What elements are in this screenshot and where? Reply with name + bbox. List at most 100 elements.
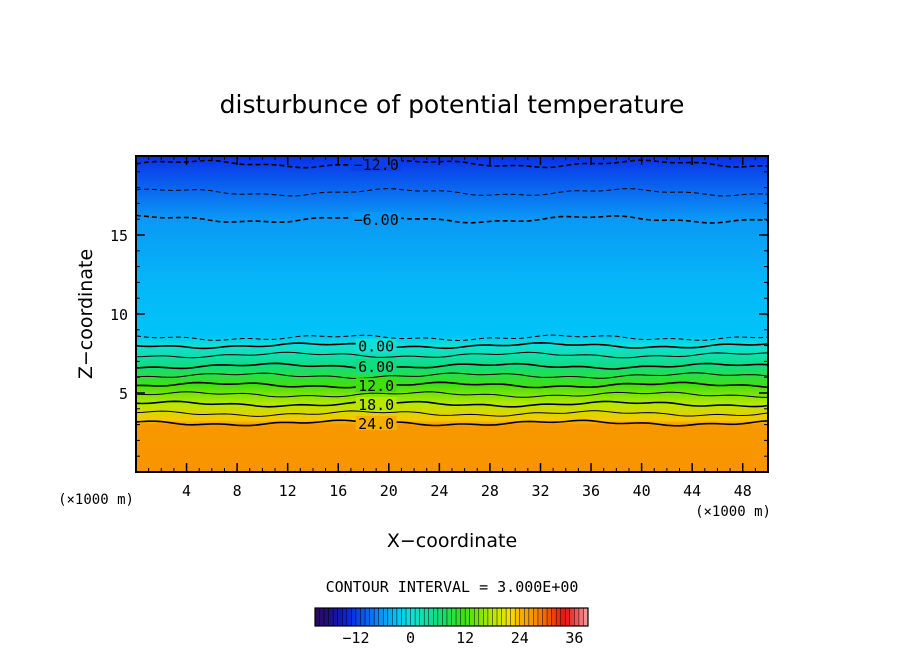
colorbar-cell — [556, 608, 562, 626]
colorbar-cell — [474, 608, 480, 626]
x-tick-label: 48 — [734, 482, 752, 500]
colorbar-cell — [406, 608, 411, 626]
colorbar-frame — [314, 607, 589, 627]
colorbar-cell — [506, 608, 512, 626]
colorbar-cell — [369, 608, 375, 626]
colorbar-cell — [456, 608, 461, 626]
colorbar-cell — [542, 608, 548, 626]
colorbar-cell — [328, 608, 334, 626]
contour-label-bg — [351, 212, 402, 227]
contour-label: −12.0 — [354, 156, 399, 174]
colorbar-cell — [360, 608, 366, 626]
colorbar-cell — [528, 608, 534, 626]
contour-line — [136, 351, 768, 359]
colorbar-cell — [537, 608, 543, 626]
colorbar-tick-label: 12 — [456, 629, 474, 647]
y-tick-label: 5 — [119, 385, 128, 403]
contour-interval-text: CONTOUR INTERVAL = 3.000E+00 — [326, 578, 579, 596]
colorbar-cell — [433, 608, 439, 626]
colorbar-cell — [333, 608, 339, 626]
contour-line — [136, 334, 768, 342]
x-tick-label: 32 — [531, 482, 549, 500]
colorbar-cell — [342, 608, 348, 626]
colorbar-cell — [547, 608, 552, 626]
x-tick-label: 8 — [233, 482, 242, 500]
colorbar-cell — [478, 608, 484, 626]
colorbar-cell — [469, 608, 475, 626]
colorbar-cell — [419, 608, 425, 626]
colorbar-cell — [501, 608, 507, 626]
x-tick-label: 44 — [683, 482, 701, 500]
colorbar-cell — [492, 608, 498, 626]
colorbar-cell — [560, 608, 566, 626]
colorbar-cell — [565, 608, 571, 626]
colorbar-cell — [410, 608, 416, 626]
contour-line — [136, 188, 768, 197]
colorbar-cell — [460, 608, 466, 626]
contour-line — [136, 159, 768, 169]
y-tick-label: 10 — [110, 306, 128, 324]
colorbar-cell — [510, 608, 516, 626]
contour-line — [136, 372, 768, 380]
colorbar-tick-label: 24 — [511, 629, 529, 647]
colorbar-cell — [551, 608, 557, 626]
colorbar-cell — [315, 608, 320, 626]
colorbar-cell — [424, 608, 430, 626]
contour-label-bg — [355, 378, 397, 393]
colorbar-cell — [428, 608, 434, 626]
contour-label: −6.00 — [354, 211, 399, 229]
contour-line — [136, 362, 768, 370]
contour-label: 18.0 — [358, 396, 394, 414]
colorbar-cell — [355, 608, 361, 626]
colorbar-cell — [442, 608, 448, 626]
x-tick-label: 28 — [481, 482, 499, 500]
colorbar-cell — [415, 608, 421, 626]
colorbar-tick-label: 0 — [406, 629, 415, 647]
colorbar-cell — [483, 608, 489, 626]
colorbar-cell — [401, 608, 407, 626]
contour-line — [136, 214, 768, 224]
x-tick-label: 16 — [329, 482, 347, 500]
contour-line — [136, 419, 768, 427]
contour-line — [136, 381, 768, 389]
colorbar-cell — [451, 608, 457, 626]
colorbar-cell — [324, 608, 330, 626]
contour-label: 6.00 — [358, 358, 394, 376]
y-axis: 5 10 15 — [110, 171, 768, 457]
x-tick-label: 40 — [633, 482, 651, 500]
colorbar-cell — [437, 608, 443, 626]
colorbar-cell — [533, 608, 539, 626]
colorbar-cell — [319, 608, 325, 626]
colorbar-cell — [446, 608, 452, 626]
colorbar-cell — [515, 608, 521, 626]
colorbar-cell — [465, 608, 471, 626]
colorbar-cell — [378, 608, 384, 626]
chart-title: disturbunce of potential temperature — [220, 90, 685, 119]
colorbar-cell — [337, 608, 343, 626]
contour-label-bg — [355, 416, 397, 431]
contour-line — [136, 341, 768, 350]
colorbar-cell — [392, 608, 398, 626]
colorbar-cell — [569, 608, 575, 626]
colorbar-cell — [487, 608, 493, 626]
colorbar-tick-label: 36 — [565, 629, 583, 647]
colorbar-cell — [519, 608, 525, 626]
x-tick-label: 36 — [582, 482, 600, 500]
contour-label-bg — [355, 397, 397, 412]
colorbar-cell — [497, 608, 502, 626]
contour-line — [136, 400, 768, 408]
colorbar-cell — [387, 608, 393, 626]
x-unit-left: (×1000 m) — [58, 492, 134, 508]
contour-label: 12.0 — [358, 377, 394, 395]
contour-label-bg — [355, 338, 397, 353]
colorbar-cell — [374, 608, 380, 626]
colorbar-tick-label: −12 — [342, 629, 369, 647]
x-tick-label: 20 — [380, 482, 398, 500]
contour-label: 0.00 — [358, 338, 394, 356]
y-axis-label: Z−coordinate — [75, 249, 97, 379]
colorbar-cell — [351, 608, 357, 626]
colorbar-cell — [346, 608, 352, 626]
